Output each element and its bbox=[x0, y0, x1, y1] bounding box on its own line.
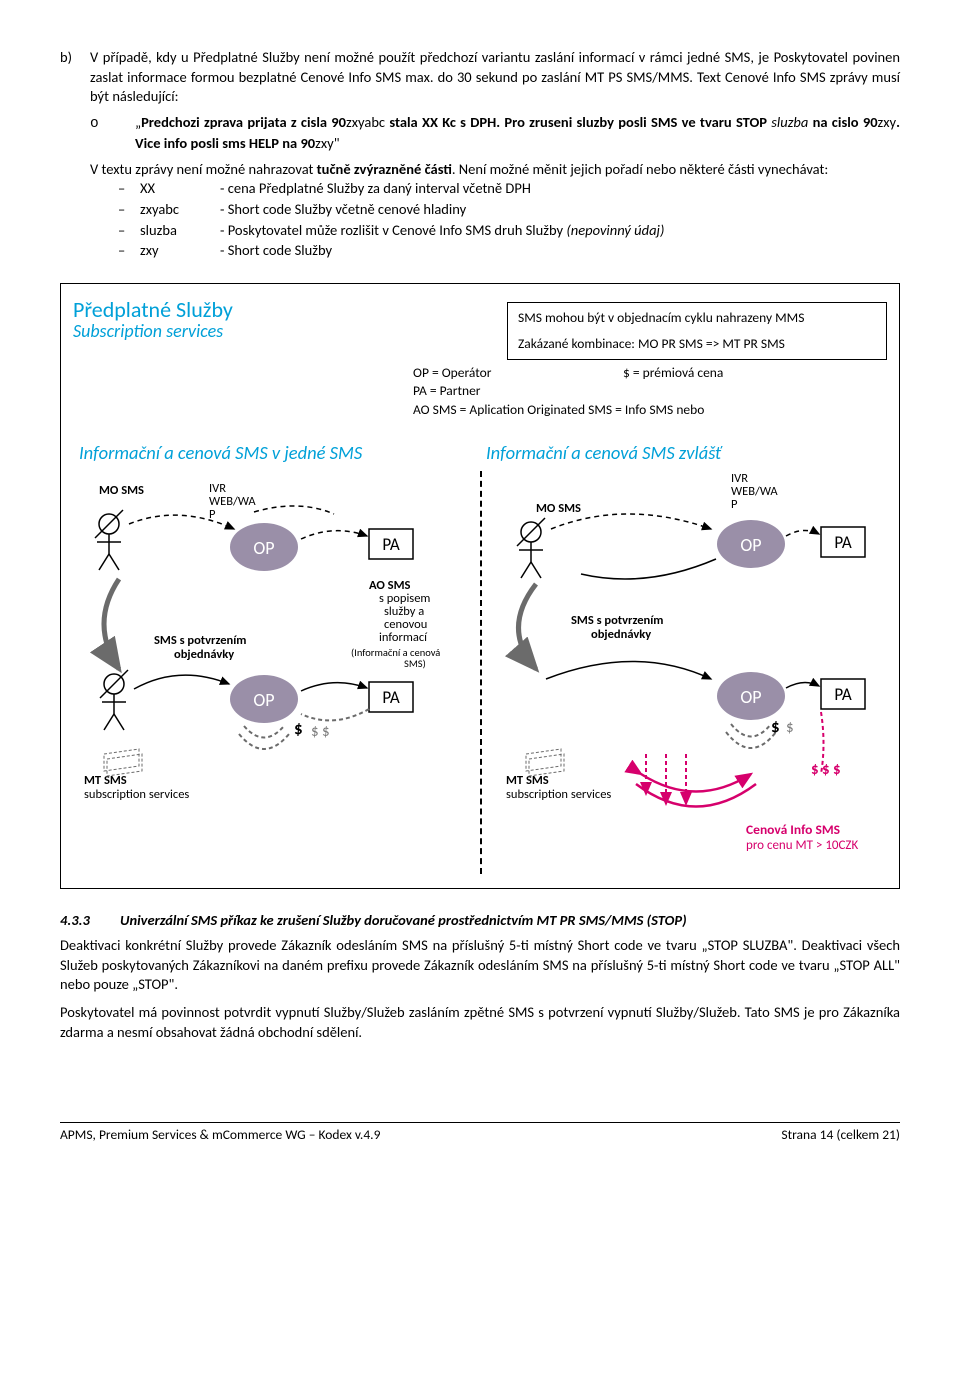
person-icon bbox=[95, 510, 123, 570]
person-icon bbox=[517, 518, 545, 578]
vertical-separator bbox=[480, 471, 482, 874]
dash-list: –XX- cena Předplatné Služby za daný inte… bbox=[60, 179, 900, 260]
section-433-heading: 4.3.3Univerzální SMS příkaz ke zrušení S… bbox=[60, 911, 900, 931]
arrow-down bbox=[519, 584, 537, 669]
footer-left: APMS, Premium Services & mCommerce WG – … bbox=[60, 1126, 380, 1144]
label-ao-small: (Informační a cenováSMS) bbox=[351, 646, 440, 670]
footer-separator bbox=[60, 1122, 900, 1123]
right-svg: IVRWEB/WAP MO SMS OP PA bbox=[486, 474, 886, 874]
dollar-icon: $ $ $ bbox=[811, 761, 841, 779]
sms-stack-icon bbox=[104, 749, 142, 776]
label-sms-conf: SMS s potvrzenímobjednávky bbox=[571, 613, 663, 642]
sms-stack-icon bbox=[526, 749, 564, 776]
footer-right: Strana 14 (celkem 21) bbox=[781, 1126, 900, 1144]
list-item: –sluzba- Poskytovatel může rozlišit v Ce… bbox=[118, 221, 900, 241]
dollar-icon: $ bbox=[786, 719, 794, 737]
right-title: Informační a cenová SMS zvlášť bbox=[486, 441, 881, 466]
legend: OP = Operátor$ = prémiová cena PA = Part… bbox=[73, 360, 887, 419]
page-footer: APMS, Premium Services & mCommerce WG – … bbox=[60, 1126, 900, 1144]
left-title: Informační a cenová SMS v jedné SMS bbox=[79, 441, 474, 466]
section-433-p2: Poskytovatel má povinnost potvrdit vypnu… bbox=[60, 1003, 900, 1042]
marker-b: b) bbox=[60, 48, 90, 68]
info-box: SMS mohou být v objednacím cyklu nahraze… bbox=[507, 302, 887, 360]
label-ao-desc: s popisemslužby acenovouinformací bbox=[379, 591, 430, 645]
title-cz: Předplatné Služby bbox=[73, 296, 233, 323]
marker-o: o bbox=[90, 115, 135, 135]
list-item: –zxyabc- Short code Služby včetně cenové… bbox=[118, 200, 900, 220]
section-title: Univerzální SMS příkaz ke zrušení Služby… bbox=[120, 911, 687, 929]
label-mo-sms: MO SMS bbox=[536, 501, 581, 516]
label-mt-sms: MT SMS bbox=[84, 773, 127, 788]
para-b-body: V případě, kdy u Předplatné Služby není … bbox=[90, 48, 900, 105]
svg-text:PA: PA bbox=[382, 687, 400, 708]
label-mt-sms: MT SMS bbox=[506, 773, 549, 788]
arrow-down bbox=[104, 579, 119, 669]
info-line: Zakázané kombinace: MO PR SMS => MT PR S… bbox=[518, 335, 876, 353]
label-mt-sub: subscription services bbox=[84, 787, 189, 802]
left-svg: MO SMS IVRWEB/WAP OP PA AO SMS s popisem… bbox=[79, 474, 479, 854]
svg-text:OP: OP bbox=[253, 689, 274, 711]
svg-text:OP: OP bbox=[253, 537, 274, 559]
label-ivr: IVRWEB/WAP bbox=[731, 474, 778, 512]
label-cenova: Cenová Info SMS bbox=[746, 821, 840, 838]
list-item: –zxy- Short code Služby bbox=[118, 241, 900, 261]
svg-text:PA: PA bbox=[382, 534, 400, 555]
para-body2: V textu zprávy není možné nahrazovat tuč… bbox=[60, 160, 900, 180]
label-sms-conf: SMS s potvrzenímobjednávky bbox=[154, 633, 246, 662]
section-433-p1: Deaktivaci konkrétní Služby provede Záka… bbox=[60, 936, 900, 995]
diagram-title: Předplatné Služby Subscription services bbox=[73, 298, 493, 342]
dollar-icon: $ bbox=[294, 718, 303, 739]
para-o: o„Predchozi zprava prijata z cisla 90zxy… bbox=[60, 113, 900, 154]
info-line: SMS mohou být v objednacím cyklu nahraze… bbox=[518, 309, 876, 327]
label-mt-sub: subscription services bbox=[506, 787, 611, 802]
title-en: Subscription services bbox=[73, 322, 493, 342]
label-mo-sms: MO SMS bbox=[99, 483, 144, 498]
person-icon bbox=[100, 670, 128, 730]
dollar-icon: $ $ bbox=[311, 723, 330, 741]
para-b: b)V případě, kdy u Předplatné Služby nen… bbox=[60, 48, 900, 107]
svg-text:PA: PA bbox=[834, 532, 852, 553]
label-ivr: IVRWEB/WAP bbox=[209, 481, 256, 522]
svg-text:OP: OP bbox=[740, 534, 761, 556]
list-item: –XX- cena Předplatné Služby za daný inte… bbox=[118, 179, 900, 199]
o-text: „Predchozi zprava prijata z cisla 90zxya… bbox=[135, 113, 900, 153]
left-diagram: Informační a cenová SMS v jedné SMS MO S… bbox=[73, 441, 480, 874]
section-number: 4.3.3 bbox=[60, 911, 120, 931]
label-cenova-sub: pro cenu MT > 10CZK bbox=[746, 838, 859, 853]
right-diagram: Informační a cenová SMS zvlášť IVRWEB/WA… bbox=[480, 441, 887, 874]
diagram-box: Předplatné Služby Subscription services … bbox=[60, 283, 900, 889]
svg-text:PA: PA bbox=[834, 684, 852, 705]
section-b-block: b)V případě, kdy u Předplatné Služby nen… bbox=[60, 48, 900, 261]
svg-text:OP: OP bbox=[740, 686, 761, 708]
